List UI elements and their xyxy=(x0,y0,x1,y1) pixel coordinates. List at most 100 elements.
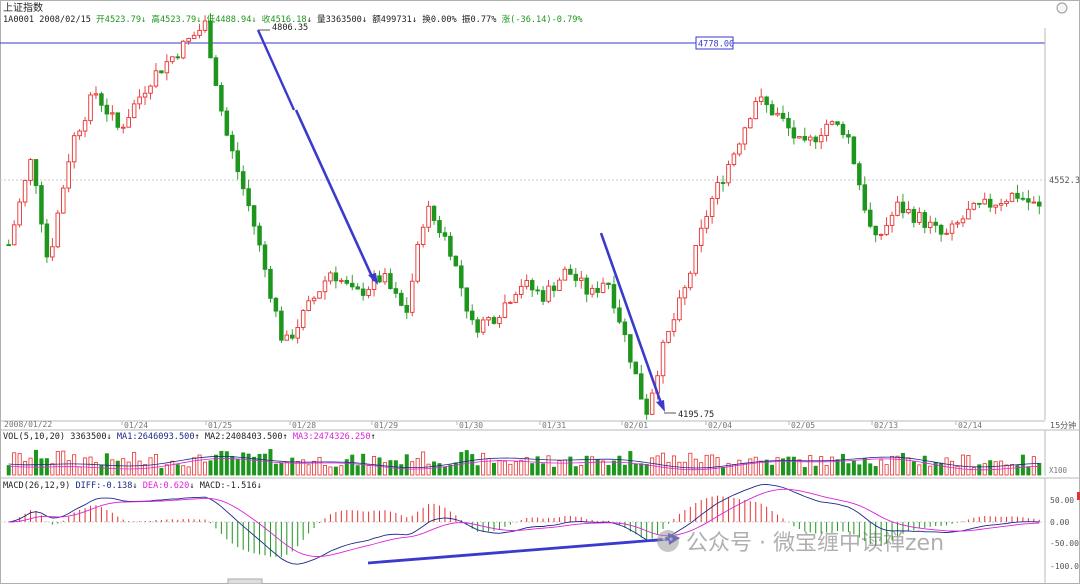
volume-bar xyxy=(333,466,338,476)
volume-bar xyxy=(421,451,426,476)
macd-tick-neg50: -50.00 xyxy=(1050,539,1079,548)
volume-bar xyxy=(322,465,327,476)
candle-body xyxy=(420,226,426,245)
volume-bar xyxy=(710,454,715,476)
candle-body xyxy=(775,112,780,116)
volume-bar xyxy=(671,455,676,476)
candle-body xyxy=(987,198,993,208)
candle-body xyxy=(993,204,998,208)
candle-body xyxy=(224,110,230,136)
volume-bar xyxy=(666,461,671,476)
volume-bar xyxy=(639,463,644,476)
candle-body xyxy=(540,290,546,302)
candle-body xyxy=(998,203,1004,206)
volume-bar xyxy=(426,463,431,476)
volume-bar xyxy=(922,455,927,476)
volume-bar xyxy=(61,450,66,476)
candle-body xyxy=(851,136,857,165)
candle-body xyxy=(900,201,906,214)
volume-bar xyxy=(6,465,11,476)
volume-bar xyxy=(595,459,600,476)
volume-bar xyxy=(917,464,922,476)
volume-bar xyxy=(170,460,175,476)
volume-bar xyxy=(192,457,197,476)
down-arrow-3-head xyxy=(656,400,665,412)
macd-tick-50: 50.00 xyxy=(1050,496,1074,505)
volume-bar xyxy=(661,452,666,476)
candle-body xyxy=(175,56,181,59)
volume-ma3-line xyxy=(8,458,1040,471)
volume-bar xyxy=(546,455,551,476)
candle-body xyxy=(808,136,813,141)
candle-body xyxy=(867,209,873,227)
x-tick-label: 01/24 xyxy=(124,421,148,430)
candle-body xyxy=(660,341,666,377)
volume-bar xyxy=(513,461,518,476)
candle-body xyxy=(300,310,306,328)
candle-body xyxy=(1026,198,1031,203)
candle-body xyxy=(28,159,33,181)
volume-bar xyxy=(960,454,965,476)
volume-bar xyxy=(835,459,840,476)
candle-body xyxy=(459,265,464,289)
volume-bar xyxy=(781,458,786,476)
volume-bar xyxy=(246,453,251,476)
scroll-marker[interactable] xyxy=(1077,492,1080,500)
x-tick-label: 02/05 xyxy=(791,421,815,430)
candle-body xyxy=(878,233,884,236)
volume-bar xyxy=(55,451,60,476)
volume-bar xyxy=(481,452,486,476)
candle-body xyxy=(137,96,142,105)
volume-bar xyxy=(791,456,796,476)
candle-body xyxy=(873,225,878,236)
candle-body xyxy=(257,225,262,246)
volume-bar xyxy=(28,457,33,476)
volume-bar xyxy=(557,460,562,476)
candle-body xyxy=(235,150,240,173)
candle-body xyxy=(927,221,933,228)
volume-bar xyxy=(502,460,507,476)
candle-body xyxy=(186,38,191,42)
down-arrow-2-head xyxy=(368,273,378,285)
volume-bar xyxy=(399,464,404,476)
volume-bar xyxy=(23,461,28,476)
volume-bar xyxy=(742,462,747,476)
candle-body xyxy=(764,96,769,106)
volume-bar xyxy=(213,454,218,476)
volume-bar xyxy=(257,453,262,476)
candle-body xyxy=(622,321,628,336)
x-tick-label: 01/29 xyxy=(374,421,398,430)
volume-bar xyxy=(819,456,824,476)
volume-bar xyxy=(366,465,371,476)
candle-body xyxy=(535,289,540,292)
candle-body xyxy=(317,291,322,299)
candles-group xyxy=(6,13,1042,420)
volume-bar xyxy=(830,456,835,476)
candle-body xyxy=(508,301,513,304)
candle-body xyxy=(829,121,835,125)
candle-body xyxy=(268,268,273,299)
hline-price-box xyxy=(695,36,734,50)
candle-body xyxy=(966,208,971,220)
candle-body xyxy=(480,319,486,333)
volume-bar xyxy=(382,462,387,476)
candle-body xyxy=(22,179,28,203)
candle-body xyxy=(44,223,50,258)
x-tick-label: 01/31 xyxy=(542,421,566,430)
last-price-label: 4552.3 xyxy=(1049,176,1080,186)
volume-bar xyxy=(1004,464,1009,476)
candle-body xyxy=(557,279,562,291)
bottom-tab[interactable] xyxy=(227,578,263,585)
candle-body xyxy=(442,232,448,237)
x-tick-label: 02/13 xyxy=(874,421,898,430)
candle-body xyxy=(197,29,202,36)
candle-body xyxy=(715,182,720,199)
candle-body xyxy=(6,244,11,247)
volume-bar xyxy=(1015,465,1020,476)
candle-body xyxy=(284,334,290,341)
candle-body xyxy=(333,272,339,282)
turnover: 0.00% xyxy=(431,15,458,25)
volume-bar xyxy=(519,459,524,476)
settings-icon[interactable] xyxy=(1056,2,1068,14)
candle-body xyxy=(120,126,126,129)
